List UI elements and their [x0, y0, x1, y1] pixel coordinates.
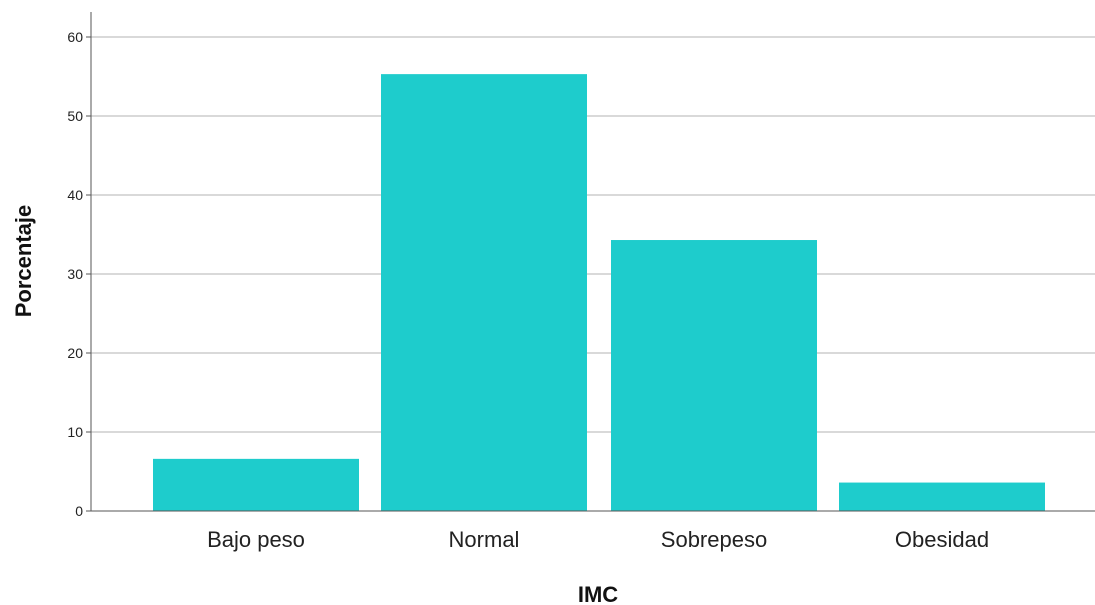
y-axis-title: Porcentaje	[11, 205, 36, 318]
x-category-label: Bajo peso	[207, 527, 305, 552]
y-tick-label: 40	[67, 187, 83, 203]
y-tick-labels: 0 10 20 30 40 50 60	[67, 29, 91, 519]
bar-obesidad	[839, 482, 1045, 511]
y-tick-label: 20	[67, 345, 83, 361]
x-category-label: Normal	[449, 527, 520, 552]
y-tick-label: 30	[67, 266, 83, 282]
x-category-labels: Bajo peso Normal Sobrepeso Obesidad	[207, 527, 989, 552]
y-tick-label: 0	[75, 503, 83, 519]
x-axis-title: IMC	[578, 582, 618, 605]
y-tick-label: 10	[67, 424, 83, 440]
x-category-label: Obesidad	[895, 527, 989, 552]
bar-normal	[381, 74, 587, 511]
y-tick-label: 50	[67, 108, 83, 124]
gridlines	[91, 36, 1095, 433]
x-category-label: Sobrepeso	[661, 527, 767, 552]
y-tick-label: 60	[67, 29, 83, 45]
bar-sobrepeso	[611, 240, 817, 511]
axes	[90, 12, 1095, 512]
bar-bajo-peso	[153, 458, 359, 511]
bars	[153, 74, 1045, 511]
